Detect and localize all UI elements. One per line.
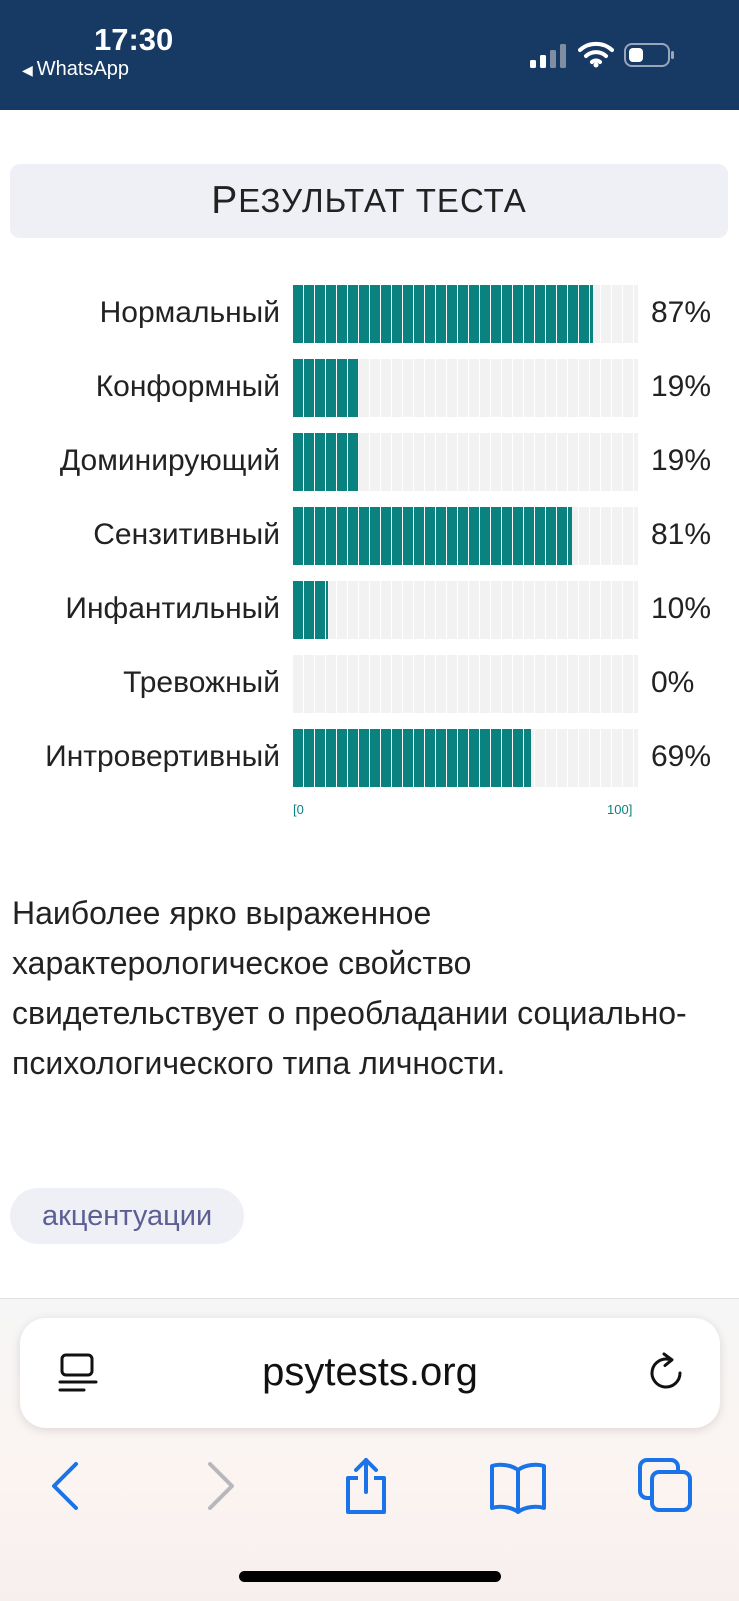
result-chart: Нормальный 87% Конформный 19% Доминирующий 19… (45, 285, 712, 787)
back-icon[interactable] (36, 1456, 96, 1516)
bar-fill (293, 285, 593, 343)
battery-icon (624, 43, 674, 67)
bar-value-label: 10% (651, 592, 712, 625)
status-bar: 17:30 ◀ WhatsApp (0, 0, 739, 110)
bar-track (293, 433, 638, 491)
wifi-icon (578, 41, 614, 68)
address-bar[interactable]: psytests.org (20, 1318, 720, 1428)
title-rest: езультат теста (238, 182, 527, 219)
title-first-letter: Р (211, 179, 239, 222)
bar-label: Интровертивный (45, 740, 280, 773)
url-text[interactable]: psytests.org (262, 1350, 478, 1394)
axis-min-label: [0 (293, 802, 304, 817)
bar-value-label: 81% (651, 518, 712, 551)
bar-label: Сензитивный (93, 518, 280, 551)
bar-label: Тревожный (123, 666, 280, 699)
bar-value-label: 69% (651, 740, 712, 773)
reload-icon[interactable] (644, 1351, 688, 1395)
bar-track (293, 359, 638, 417)
status-time: 17:30 (94, 22, 174, 57)
home-indicator (239, 1571, 501, 1582)
bar-label: Нормальный (99, 296, 280, 329)
tabs-icon[interactable] (636, 1456, 696, 1516)
bar-value-label: 19% (651, 370, 712, 403)
back-to-app[interactable]: ◀ WhatsApp (22, 58, 129, 81)
bar-fill (293, 507, 572, 565)
bar-track (293, 655, 638, 713)
bar-label: Доминирующий (59, 444, 280, 477)
bar-value-label: 0% (651, 666, 695, 699)
tag-accentuations[interactable]: акцентуации (10, 1188, 245, 1244)
bar-value-label: 19% (651, 444, 712, 477)
axis-max-label: 100] (607, 802, 633, 817)
bar-fill (293, 729, 531, 787)
back-triangle-icon: ◀ (22, 62, 33, 78)
bar-fill (293, 433, 359, 491)
bar-label: Конформный (95, 370, 280, 403)
bar-track (293, 285, 638, 343)
cellular-signal-icon (530, 44, 566, 68)
back-app-label: WhatsApp (36, 58, 130, 80)
bar-value-label: 87% (651, 296, 712, 329)
bar-track (293, 507, 638, 565)
bar-label: Инфантильный (65, 592, 280, 625)
result-title: Результат теста (10, 164, 728, 238)
reader-icon[interactable] (56, 1351, 100, 1395)
forward-icon[interactable] (190, 1456, 250, 1516)
bar-track (293, 581, 638, 639)
bar-track (293, 729, 638, 787)
bar-fill (293, 581, 328, 639)
bookmarks-icon[interactable] (488, 1456, 548, 1516)
result-description: Наиболее ярко выраженное характерологиче… (12, 895, 687, 1081)
bar-fill (293, 359, 359, 417)
share-icon[interactable] (336, 1456, 396, 1516)
